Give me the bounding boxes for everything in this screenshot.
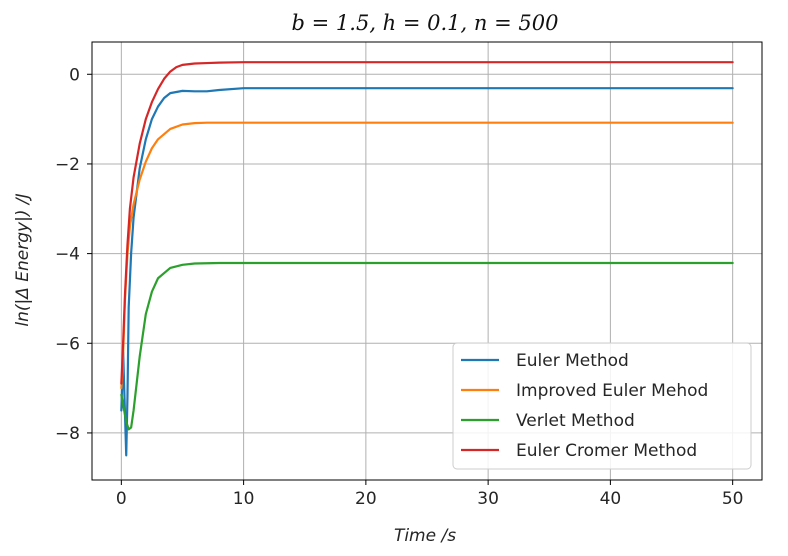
- x-tick-label: 10: [233, 489, 255, 509]
- legend-box: [452, 342, 752, 470]
- plot-area-frame: [91, 41, 763, 481]
- legend-label-euler-cromer-method: Euler Cromer Method: [516, 441, 697, 461]
- y-tick-label: −8: [55, 424, 80, 444]
- chart-title: b = 1.5, h = 0.1, n = 500: [292, 11, 559, 35]
- x-tick-label: 30: [477, 489, 499, 509]
- x-axis-label: Time /s: [394, 526, 456, 546]
- y-tick-label: 0: [69, 65, 80, 85]
- x-tick-label: 20: [355, 489, 377, 509]
- series-line-verlet-method: [120, 261, 734, 431]
- y-tick-label: −4: [55, 245, 80, 265]
- x-tick-label: 0: [116, 489, 127, 509]
- y-tick-label: −2: [55, 155, 80, 175]
- x-tick-label: 50: [722, 489, 744, 509]
- legend-label-euler-method: Euler Method: [516, 351, 629, 371]
- legend-label-improved-euler-mehod: Improved Euler Mehod: [516, 381, 708, 401]
- series-line-euler-method: [120, 87, 734, 457]
- legend-label-verlet-method: Verlet Method: [516, 411, 635, 431]
- x-tick-label: 40: [600, 489, 622, 509]
- y-tick-label: −6: [55, 334, 80, 354]
- legend: Euler Method Improved Euler Mehod Verlet M…: [452, 342, 752, 470]
- series-line-euler-cromer-method: [120, 61, 734, 385]
- axis-ticks: 0 10 20 30 40 50 0 −2 −4 −6 −8: [55, 65, 744, 509]
- plot-lines: [120, 61, 734, 457]
- y-axis-label: ln(|Δ Energy|) /J: [13, 193, 33, 326]
